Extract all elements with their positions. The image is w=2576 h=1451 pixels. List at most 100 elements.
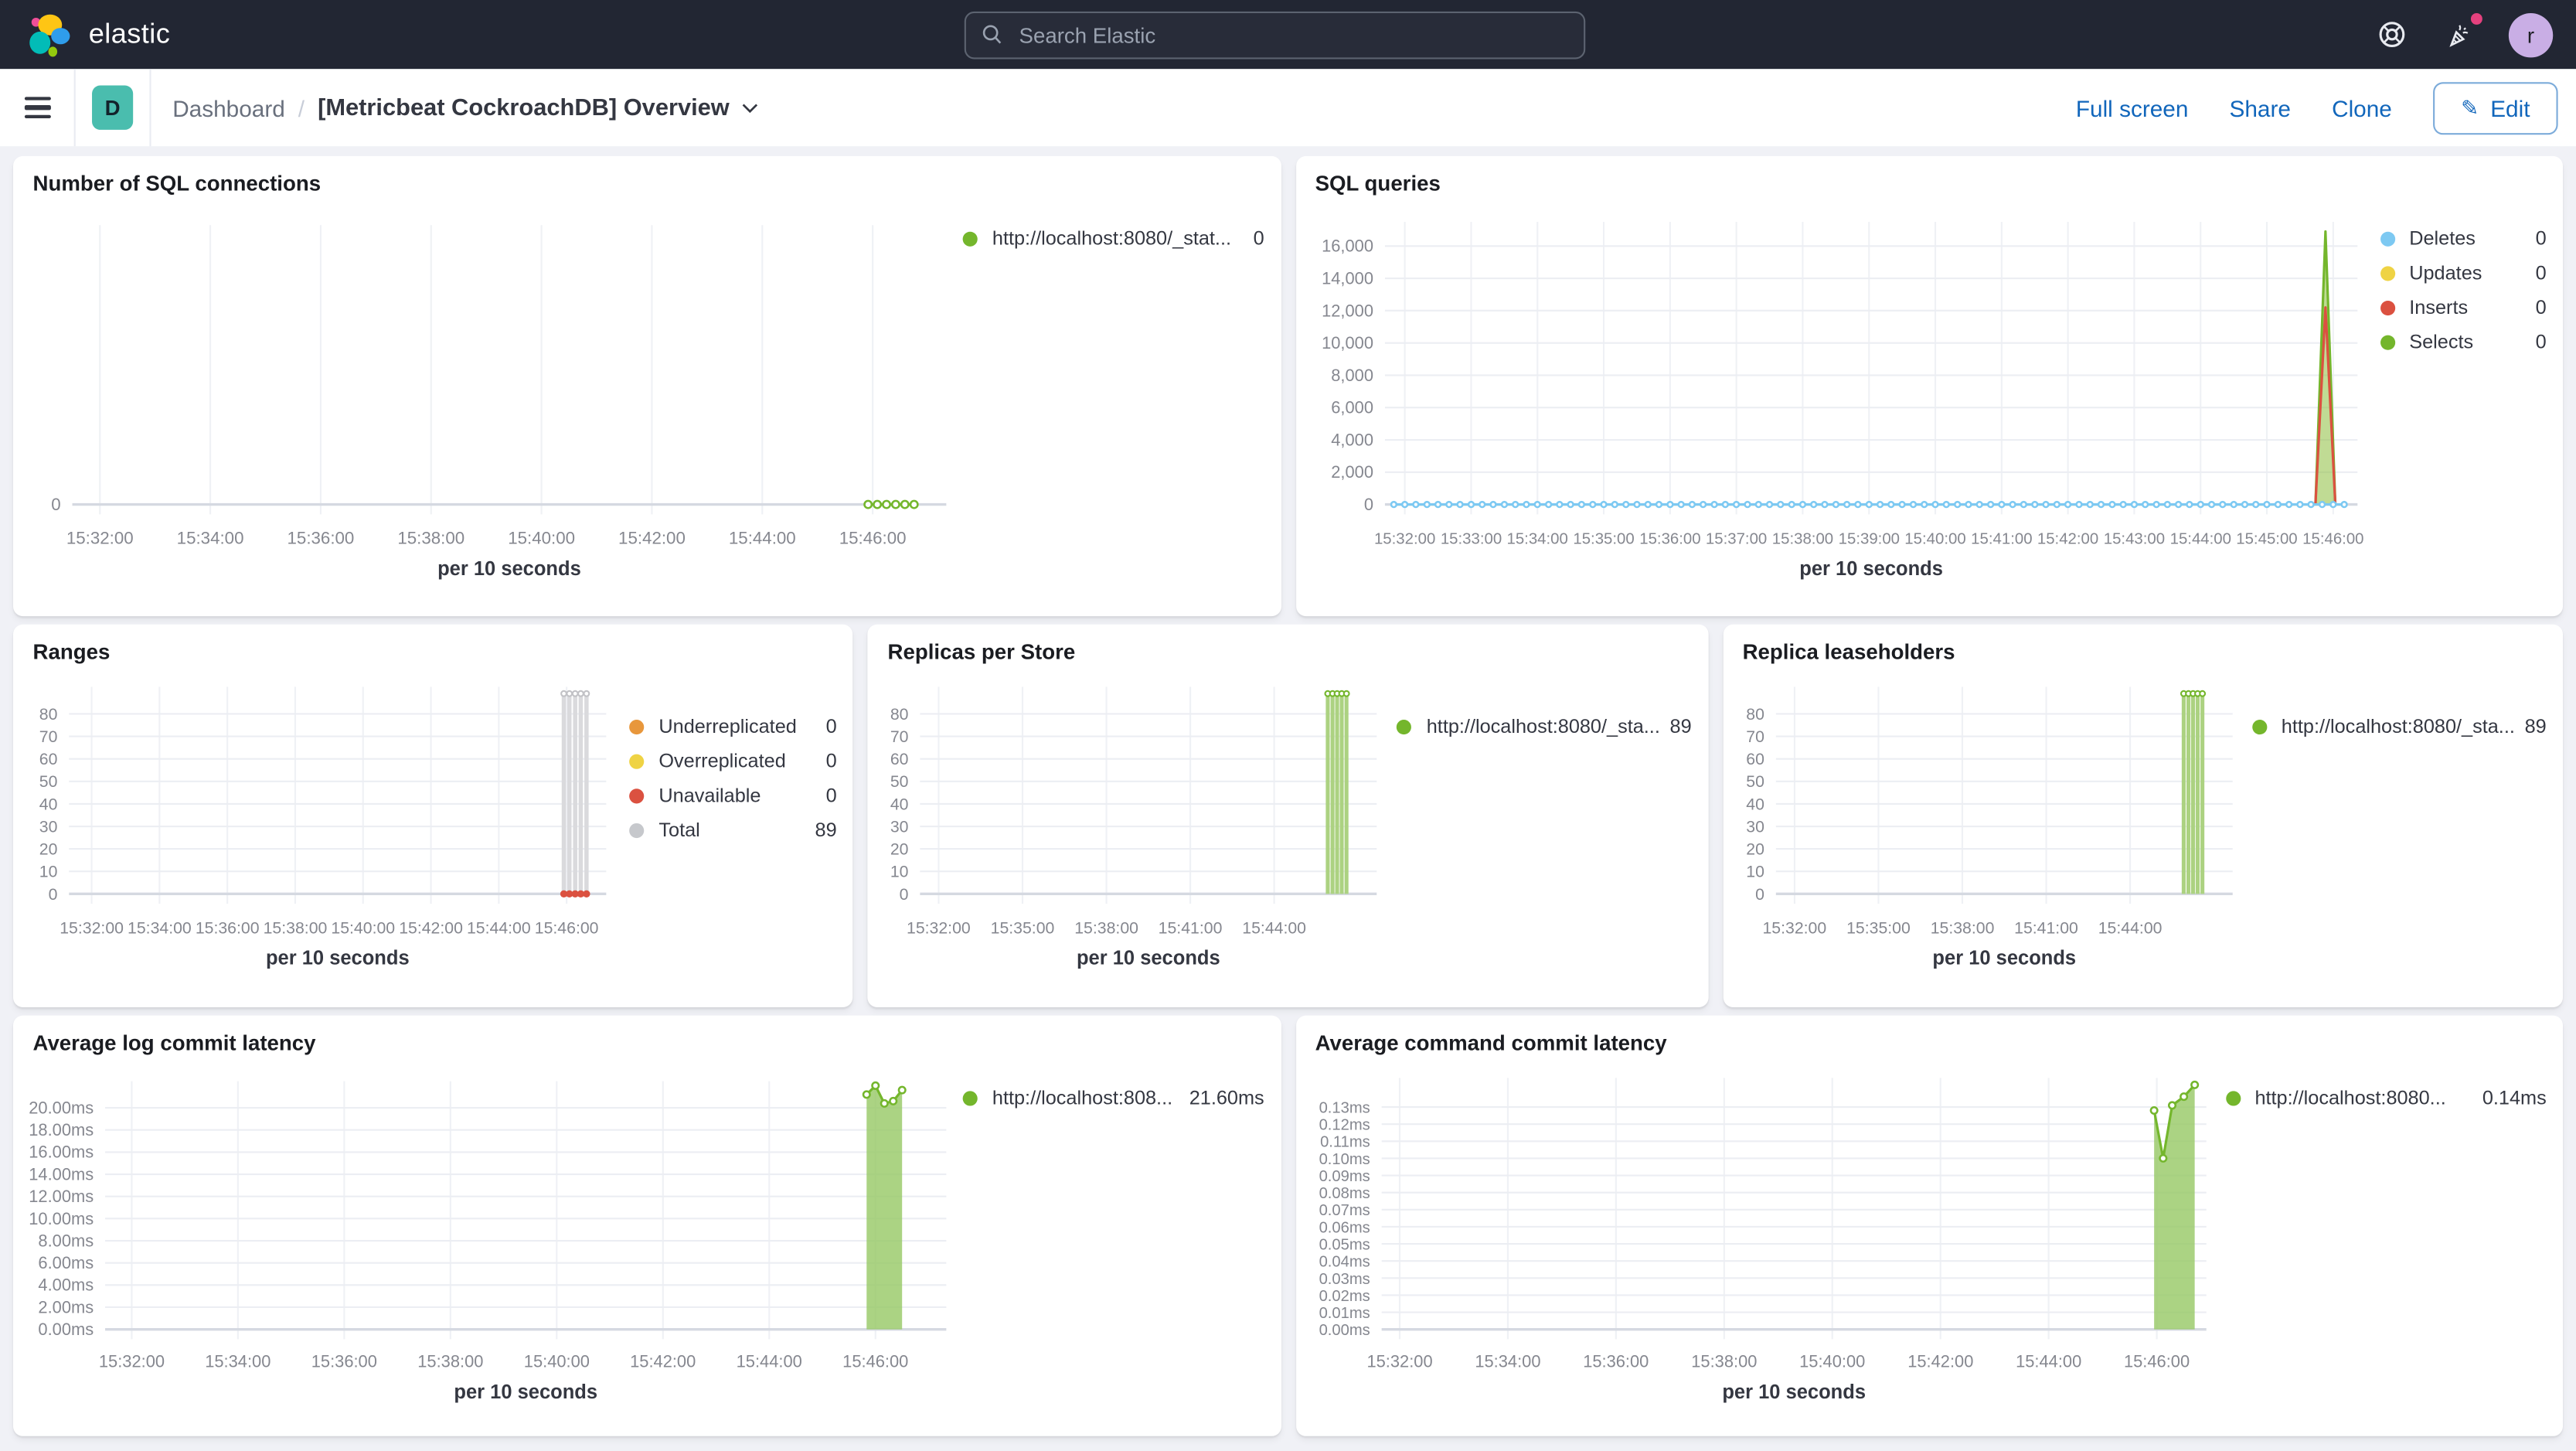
top-navigation-bar: elastic [0, 0, 2576, 70]
svg-text:15:46:00: 15:46:00 [2123, 1352, 2189, 1371]
menu-icon[interactable] [0, 69, 76, 147]
svg-text:80: 80 [1746, 705, 1764, 724]
svg-text:15:35:00: 15:35:00 [991, 918, 1055, 937]
svg-text:15:43:00: 15:43:00 [2103, 531, 2164, 548]
breadcrumb-dashboard[interactable]: Dashboard [172, 94, 285, 121]
breadcrumb-separator: / [298, 94, 305, 121]
chart-sql-queries[interactable]: 0 2,000 4,000 6,000 8,000 10,000 12,000 14,000 1… [1295, 199, 2380, 613]
legend-swatch [2379, 334, 2395, 349]
panel-average-command-commit-latency: Average command commit latency 0.00ms 0.0… [1295, 1015, 2563, 1436]
svg-text:15:32:00: 15:32:00 [99, 1352, 165, 1371]
svg-text:15:33:00: 15:33:00 [1440, 531, 1501, 548]
panel-title: Number of SQL connections [32, 171, 322, 196]
legend-item-http-localhost-8080-sta[interactable]: http://localhost:8080/_sta... 89 [2251, 710, 2547, 743]
svg-text:4.00ms: 4.00ms [38, 1276, 94, 1295]
svg-text:40: 40 [39, 795, 58, 813]
svg-text:10: 10 [1746, 863, 1764, 881]
legend-item-selects[interactable]: Selects 0 [2379, 325, 2547, 359]
svg-text:30: 30 [891, 817, 910, 836]
svg-text:15:39:00: 15:39:00 [1838, 531, 1899, 548]
svg-text:15:40:00: 15:40:00 [1798, 1352, 1864, 1371]
chart-replicas-per-store[interactable]: 0 10 20 30 40 50 60 70 80 15:32:00 15:35:00 15:38:0… [868, 667, 1397, 1004]
clone-button[interactable]: Clone [2332, 94, 2392, 121]
svg-text:15:42:00: 15:42:00 [399, 918, 463, 937]
legend-item-deletes[interactable]: Deletes 0 [2379, 222, 2547, 255]
share-button[interactable]: Share [2229, 94, 2291, 121]
legend-item-unavailable[interactable]: Unavailable 0 [629, 779, 837, 812]
svg-text:70: 70 [891, 727, 910, 746]
legend-item-http-localhost-808[interactable]: http://localhost:808... 21.60ms [962, 1081, 1264, 1115]
full-screen-button[interactable]: Full screen [2075, 94, 2189, 121]
legend-swatch [962, 230, 978, 246]
chart-average-log-commit-latency[interactable]: 0.00ms 2.00ms 4.00ms 6.00ms 8.00ms 10.00ms 12.… [13, 1058, 963, 1433]
global-search-bar[interactable] [965, 10, 1586, 59]
svg-text:4,000: 4,000 [1330, 430, 1373, 449]
legend-swatch [629, 718, 645, 734]
elastic-logo[interactable]: elastic [20, 11, 177, 59]
newsfeed-icon[interactable] [2442, 11, 2484, 53]
legend-item-updates[interactable]: Updates 0 [2379, 257, 2547, 290]
svg-text:50: 50 [891, 772, 910, 791]
avatar-initial: r [2527, 22, 2535, 47]
svg-text:0.03ms: 0.03ms [1319, 1271, 1370, 1288]
svg-text:0.00ms: 0.00ms [1319, 1322, 1370, 1339]
svg-text:per 10 seconds: per 10 seconds [437, 558, 581, 580]
svg-text:0.01ms: 0.01ms [1319, 1305, 1370, 1322]
chart-average-command-commit-latency[interactable]: 0.00ms0.01ms0.02ms0.03ms0.04ms0.05ms0.06… [1295, 1058, 2225, 1433]
chart-replica-leaseholders[interactable]: 0 10 20 30 40 50 60 70 80 15:32:00 15:35:00 15:38:0… [1723, 667, 2251, 1004]
legend-item-http-localhost-8080-stat[interactable]: http://localhost:8080/_stat... 0 [962, 222, 1264, 255]
svg-text:6,000: 6,000 [1330, 398, 1373, 417]
legend-item-underreplicated[interactable]: Underreplicated 0 [629, 710, 837, 743]
help-icon[interactable] [2374, 16, 2411, 53]
panel-ranges: Ranges 0 10 20 30 40 50 60 70 80 15:32:00 15:34:00… [13, 624, 853, 1008]
svg-text:15:37:00: 15:37:00 [1705, 531, 1766, 548]
legend-item-http-localhost-8080[interactable]: http://localhost:8080... 0.14ms [2225, 1081, 2547, 1115]
svg-text:15:40:00: 15:40:00 [1904, 531, 1965, 548]
legend-label: Total [658, 818, 700, 842]
svg-text:15:38:00: 15:38:00 [264, 918, 328, 937]
legend-value: 0.14ms [2482, 1086, 2547, 1109]
svg-text:16,000: 16,000 [1321, 237, 1373, 256]
dashboard-grid: Number of SQL connections 0 15:32:00 15:34… [0, 146, 2576, 1436]
legend-swatch [629, 822, 645, 838]
dashboard-app-badge-wrap: D [76, 69, 151, 147]
nav-right-icons: r [2374, 11, 2557, 57]
legend-item-overreplicated[interactable]: Overreplicated 0 [629, 744, 837, 778]
edit-button[interactable]: ✎ Edit [2433, 81, 2558, 135]
legend-label: Inserts [2409, 295, 2469, 319]
svg-text:0.12ms: 0.12ms [1319, 1117, 1370, 1134]
svg-text:15:46:00: 15:46:00 [2302, 531, 2363, 548]
legend-label: Underreplicated [658, 714, 797, 738]
svg-text:15:44:00: 15:44:00 [729, 529, 796, 548]
chart-number-of-sql-connections[interactable]: 0 15:32:00 15:34:00 15:36:00 15:38:00 15:40:0… [13, 199, 963, 613]
search-input[interactable] [1016, 20, 1570, 49]
svg-text:15:41:00: 15:41:00 [1159, 918, 1223, 937]
page-title[interactable]: [Metricbeat CockroachDB] Overview [318, 94, 759, 121]
user-avatar[interactable]: r [2508, 12, 2554, 57]
legend-item-inserts[interactable]: Inserts 0 [2379, 291, 2547, 324]
elastic-logo-icon [29, 13, 70, 56]
chart-legend: http://localhost:8080/_stat... 0 [962, 199, 1281, 613]
legend-item-total[interactable]: Total 89 [629, 813, 837, 846]
chart-legend: http://localhost:808... 21.60ms [962, 1058, 1281, 1433]
panel-average-log-commit-latency: Average log commit latency 0.00ms 2.00ms 4… [13, 1015, 1281, 1436]
legend-label: http://localhost:8080/_sta... [2281, 714, 2515, 738]
svg-text:15:36:00: 15:36:00 [196, 918, 260, 937]
svg-text:70: 70 [1746, 727, 1764, 746]
svg-text:15:42:00: 15:42:00 [2037, 531, 2098, 548]
edit-button-label: Edit [2490, 94, 2530, 121]
svg-text:per 10 seconds: per 10 seconds [1721, 1381, 1865, 1403]
chart-ranges[interactable]: 0 10 20 30 40 50 60 70 80 15:32:00 15:34:00 15:36:0… [13, 667, 629, 1004]
svg-text:15:38:00: 15:38:00 [417, 1352, 483, 1371]
dashboard-badge: D [92, 85, 134, 130]
chart-legend: http://localhost:8080/_sta... 89 [2251, 667, 2563, 1004]
legend-item-http-localhost-8080-sta[interactable]: http://localhost:8080/_sta... 89 [1397, 710, 1692, 743]
svg-text:0.07ms: 0.07ms [1319, 1202, 1370, 1219]
panel-sql-queries: SQL queries 0 2,000 4,000 6,000 8,000 10,000 1… [1295, 155, 2563, 617]
chevron-down-icon [742, 103, 758, 113]
search-icon [983, 25, 1002, 44]
svg-text:0.05ms: 0.05ms [1319, 1237, 1370, 1254]
legend-value: 0 [2535, 227, 2547, 250]
chart-legend: http://localhost:8080/_sta... 89 [1397, 667, 1707, 1004]
breadcrumb: Dashboard / [Metricbeat CockroachDB] Ove… [151, 69, 759, 146]
